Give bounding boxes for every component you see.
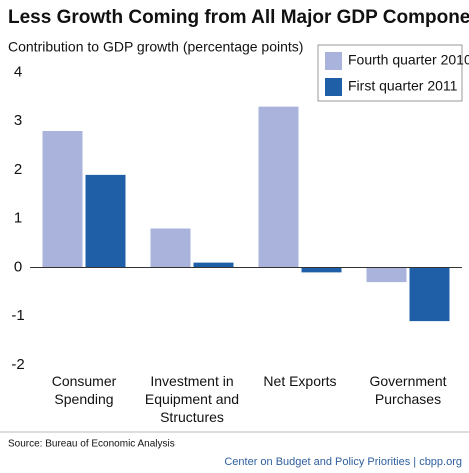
chart-subtitle: Contribution to GDP growth (percentage p… bbox=[8, 39, 303, 55]
bar bbox=[409, 267, 450, 322]
source: Source: Bureau of Economic Analysis bbox=[8, 439, 175, 450]
x-tick-label: Government Purchases bbox=[369, 373, 447, 407]
bar bbox=[258, 106, 299, 268]
x-tick-label: Investment in Equipment and Structures bbox=[144, 373, 240, 425]
x-tick-label: Net Exports bbox=[263, 373, 337, 389]
legend-swatch bbox=[325, 52, 342, 70]
bar bbox=[193, 262, 234, 268]
bar bbox=[366, 267, 407, 283]
legend-label: Fourth quarter 2010 bbox=[348, 52, 469, 68]
y-tick-label: -2 bbox=[11, 356, 24, 373]
y-tick-label: 4 bbox=[14, 63, 22, 80]
y-tick-label: -1 bbox=[11, 307, 24, 324]
legend-swatch bbox=[325, 78, 342, 96]
legend-label: First quarter 2011 bbox=[348, 78, 458, 94]
bar bbox=[85, 174, 126, 268]
chart-title: Less Growth Coming from All Major GDP Co… bbox=[8, 7, 469, 28]
credit: Center on Budget and Policy Priorities |… bbox=[224, 456, 462, 468]
bar bbox=[150, 228, 191, 268]
y-tick-label: 1 bbox=[14, 210, 22, 227]
y-tick-label: 0 bbox=[14, 258, 22, 275]
x-tick-label: Consumer Spending bbox=[51, 373, 117, 407]
y-tick-label: 2 bbox=[14, 161, 22, 178]
bar bbox=[42, 131, 83, 268]
bar bbox=[301, 267, 342, 273]
y-tick-label: 3 bbox=[14, 112, 22, 129]
